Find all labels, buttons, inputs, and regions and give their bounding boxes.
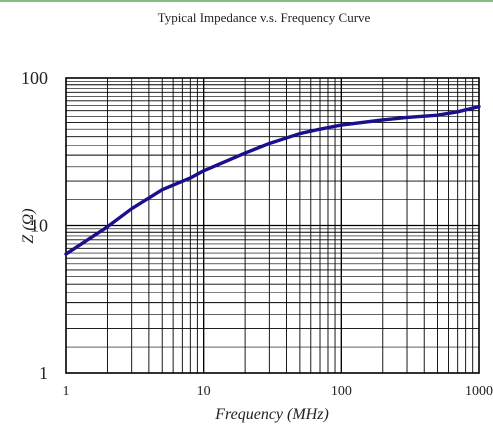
series-line [64,104,481,256]
y-tick-label: 10 [30,216,48,236]
y-axis-label: Z (Ω) [20,208,37,243]
series-group [64,104,481,256]
y-tick-labels: 1 10 100 [21,68,48,383]
top-rule [0,0,493,2]
x-tick-label: 100 [331,384,352,399]
x-axis-label: Frequency (MHz) [214,406,329,423]
y-tick-label: 1 [39,363,48,383]
chart-title: Typical Impedance v.s. Frequency Curve [158,10,371,25]
x-tick-labels: 1 10 100 1000 [63,384,493,399]
grid [66,78,479,373]
y-tick-label: 100 [21,68,48,88]
x-tick-label: 1 [63,384,70,399]
x-tick-label: 10 [197,384,211,399]
x-tick-label: 1000 [465,384,493,399]
plot-frame [65,77,480,374]
